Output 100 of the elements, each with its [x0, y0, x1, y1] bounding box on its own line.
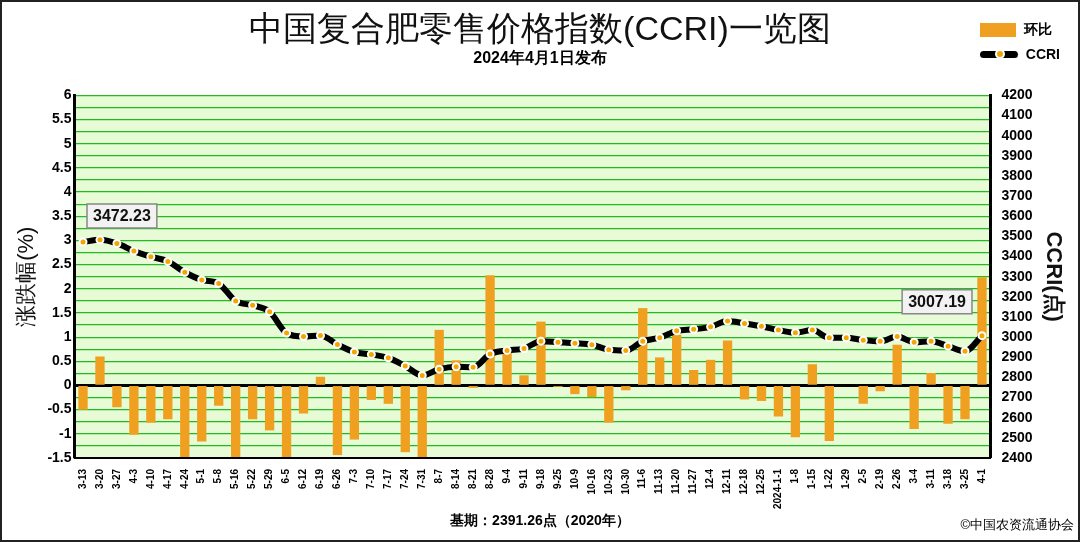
x-tick-label: 3-25: [958, 468, 970, 489]
bar: [281, 386, 292, 457]
bar: [146, 386, 156, 423]
y-tick-label: -0.5: [47, 400, 72, 417]
y-tick-label: 4: [63, 182, 72, 199]
x-tick-label: 6-5: [280, 468, 292, 484]
y2-tick-label: 2400: [1001, 448, 1033, 465]
x-tick-label: 3-4: [907, 468, 919, 484]
y-tick-label: 5: [63, 134, 72, 151]
y2-tick-label: 4000: [1001, 126, 1033, 143]
bar: [688, 369, 699, 385]
y2-tick-label: 2800: [1001, 368, 1033, 385]
x-tick-label: 3-20: [93, 468, 105, 489]
x-tick-label: 10-9: [568, 468, 580, 489]
bar: [247, 386, 258, 420]
x-tick-label: 6-12: [297, 468, 309, 489]
y-tick-label: 1.5: [52, 303, 72, 320]
y2-tick-label: 2700: [1001, 388, 1033, 405]
bar: [400, 386, 410, 453]
bar: [756, 386, 767, 401]
x-tick-label: 11-6: [636, 468, 648, 489]
x-tick-label: 6-19: [314, 468, 326, 489]
bar: [621, 386, 631, 391]
y-tick-label: -1.5: [47, 448, 72, 465]
text: 基期：2391.26点（2020年）: [450, 512, 630, 528]
x-tick-label: 11-27: [687, 468, 699, 494]
bar: [672, 334, 682, 385]
x-tick-label: 4-1: [975, 468, 987, 484]
y2-tick-label: 4100: [1001, 106, 1033, 123]
x-tick-label: 7-24: [399, 468, 411, 489]
bar: [875, 386, 885, 392]
bar: [264, 386, 275, 431]
y2-tick-label: 3000: [1001, 327, 1033, 344]
x-tick-label: 4-24: [178, 468, 190, 489]
x-tick-label: 8-7: [432, 468, 444, 484]
bar: [180, 386, 190, 457]
x-tick-label: 10-30: [619, 468, 631, 495]
x-tick-label: 1-8: [789, 468, 801, 484]
bar: [112, 386, 122, 408]
y-tick-label: -1: [59, 424, 72, 441]
bar: [332, 386, 343, 456]
y-tick-label: 5.5: [52, 110, 72, 127]
bar: [739, 386, 750, 400]
bar: [129, 386, 139, 435]
y2-tick-label: 3100: [1001, 307, 1033, 324]
y2-tick-label: 3400: [1001, 247, 1033, 264]
x-tick-label: 12-11: [721, 468, 733, 494]
chart-subtitle: 2024年4月1日发布: [473, 49, 607, 66]
bar: [231, 386, 241, 457]
x-tick-label: 3-13: [76, 468, 88, 489]
y-tick-label: 1: [63, 327, 72, 344]
x-tick-label: 11-20: [670, 468, 682, 494]
x-tick-label: 3-27: [110, 468, 122, 489]
bar: [417, 386, 427, 457]
x-tick-label: 9-11: [517, 468, 529, 489]
data-label: 3007.19: [908, 293, 967, 311]
x-tick-label: 7-17: [382, 468, 394, 489]
x-tick-label: 10-23: [602, 468, 614, 495]
y-tick-label: 2: [63, 279, 72, 296]
x-tick-label: 1-15: [806, 468, 818, 489]
x-tick-label: 7-10: [365, 468, 377, 489]
bar: [366, 386, 377, 400]
x-tick-label: 1-29: [840, 468, 852, 489]
x-tick-label: 12-25: [755, 468, 767, 495]
x-tick-label: 8-21: [466, 468, 478, 489]
bar: [960, 386, 970, 420]
x-tick-label: 4-17: [161, 468, 173, 489]
y2-tick-label: 3300: [1001, 267, 1033, 284]
bar: [892, 344, 902, 385]
legend-label: CCRI: [1025, 46, 1060, 62]
bar: [858, 386, 868, 404]
bar: [315, 376, 326, 385]
x-tick-label: 9-18: [534, 468, 546, 489]
bar: [95, 356, 105, 385]
bar: [383, 386, 393, 404]
y2-tick-label: 3700: [1001, 186, 1033, 203]
y2-tick-label: 3900: [1001, 146, 1033, 163]
bar: [790, 386, 801, 438]
y2-tick-label: 3500: [1001, 227, 1033, 244]
bar: [655, 357, 665, 385]
x-tick-label: 2-5: [856, 468, 868, 484]
x-tick-label: 4-10: [144, 468, 156, 489]
bar: [807, 364, 818, 385]
y2-axis-title: CCRI(点): [1041, 231, 1067, 322]
y2-tick-label: 2900: [1001, 348, 1033, 365]
bar: [722, 340, 733, 385]
y2-tick-label: 4200: [1001, 86, 1033, 103]
x-tick-label: 2024-1-1: [772, 468, 784, 509]
x-tick-label: 7-3: [348, 468, 360, 484]
y2-tick-label: 3600: [1001, 207, 1033, 224]
y-tick-label: 0.5: [52, 352, 72, 369]
x-tick-label: 5-22: [246, 468, 258, 489]
x-tick-label: 6-26: [331, 468, 343, 489]
y-tick-label: 3: [63, 231, 72, 248]
x-tick-label: 9-25: [551, 468, 563, 489]
x-tick-label: 12-4: [704, 468, 716, 489]
y-tick-label: 6: [63, 86, 72, 103]
bar: [587, 386, 597, 398]
y-tick-label: 4.5: [52, 158, 72, 175]
bar: [977, 277, 987, 385]
